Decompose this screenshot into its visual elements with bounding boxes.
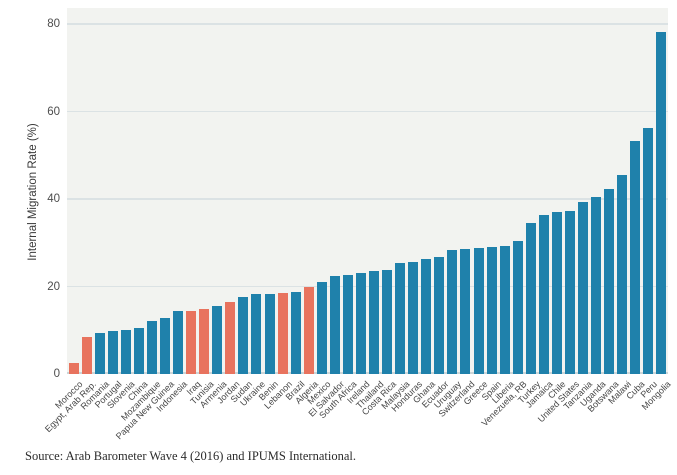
gridline-20 bbox=[67, 285, 668, 288]
bar-ecuador bbox=[434, 257, 445, 374]
bar-lebanon bbox=[277, 293, 288, 374]
bar-south-africa bbox=[342, 274, 353, 374]
bar-liberia bbox=[499, 245, 510, 374]
bar-ireland bbox=[355, 272, 366, 374]
x-axis-labels: Morocco Egypt, Arab Rep. Romania Portugal Sl… bbox=[42, 374, 672, 449]
source-note: Source: Arab Barometer Wave 4 (2016) and… bbox=[25, 449, 356, 463]
bar-armenia bbox=[212, 305, 223, 374]
bar-thailand bbox=[369, 271, 380, 374]
bar-mozambique bbox=[146, 321, 157, 374]
bar-honduras bbox=[408, 261, 419, 374]
bar-tunisia bbox=[199, 309, 210, 374]
bar-portugal bbox=[107, 331, 118, 374]
bar-jordan bbox=[225, 302, 236, 374]
y-tick-label-60: 60 bbox=[47, 105, 60, 118]
gridline-60 bbox=[67, 110, 668, 113]
bar-greece bbox=[473, 248, 484, 374]
bar-turkey bbox=[525, 223, 536, 374]
bar-algeria bbox=[303, 286, 314, 374]
bar-botswana bbox=[604, 188, 615, 374]
y-tick-label-40: 40 bbox=[47, 193, 60, 205]
bar-uganda bbox=[591, 196, 602, 374]
bar-united-states bbox=[565, 210, 575, 374]
bar-romania bbox=[94, 333, 105, 374]
bar-costa-rica bbox=[382, 269, 393, 374]
bar-el-salvador bbox=[329, 275, 340, 374]
bar-spain bbox=[486, 247, 497, 374]
bar-venezuela-rb bbox=[512, 241, 523, 374]
bar-jamaica bbox=[538, 215, 549, 374]
bar-papua-new-guinea bbox=[159, 318, 170, 374]
bar-sudan bbox=[238, 297, 249, 374]
y-tick-label-80: 80 bbox=[47, 18, 60, 30]
bar-morocco bbox=[68, 363, 79, 374]
x-axis-line bbox=[67, 372, 668, 374]
y-tick-label-20: 20 bbox=[47, 280, 60, 293]
bar-mexico bbox=[316, 281, 327, 374]
bar-ukraine bbox=[251, 294, 262, 374]
bar-chile bbox=[551, 211, 562, 374]
bar-benin bbox=[264, 293, 275, 374]
bar-uruguay bbox=[447, 250, 458, 374]
bar-cuba bbox=[630, 141, 641, 374]
bar-malaysia bbox=[395, 263, 406, 374]
bar-china bbox=[133, 328, 144, 374]
y-tick-label-0: 0 bbox=[53, 368, 60, 380]
gridline-40 bbox=[67, 198, 668, 200]
y-axis-tick-labels: 0 20 40 60 80 bbox=[0, 0, 60, 475]
bar-egypt-arab-rep bbox=[81, 336, 92, 374]
bar-brazil bbox=[290, 292, 301, 374]
bar-iraq bbox=[186, 310, 197, 374]
bar-indonesia bbox=[173, 311, 184, 374]
bar-slovenia bbox=[120, 330, 131, 374]
bar-tanzania bbox=[578, 202, 589, 374]
bar-switzerland bbox=[460, 249, 471, 374]
gridline-80 bbox=[67, 23, 668, 25]
bar-ghana bbox=[421, 258, 432, 374]
plot-area bbox=[67, 8, 668, 374]
bar-malawi bbox=[617, 174, 628, 374]
bar-peru bbox=[643, 128, 654, 374]
bar-mongolia bbox=[656, 31, 667, 374]
